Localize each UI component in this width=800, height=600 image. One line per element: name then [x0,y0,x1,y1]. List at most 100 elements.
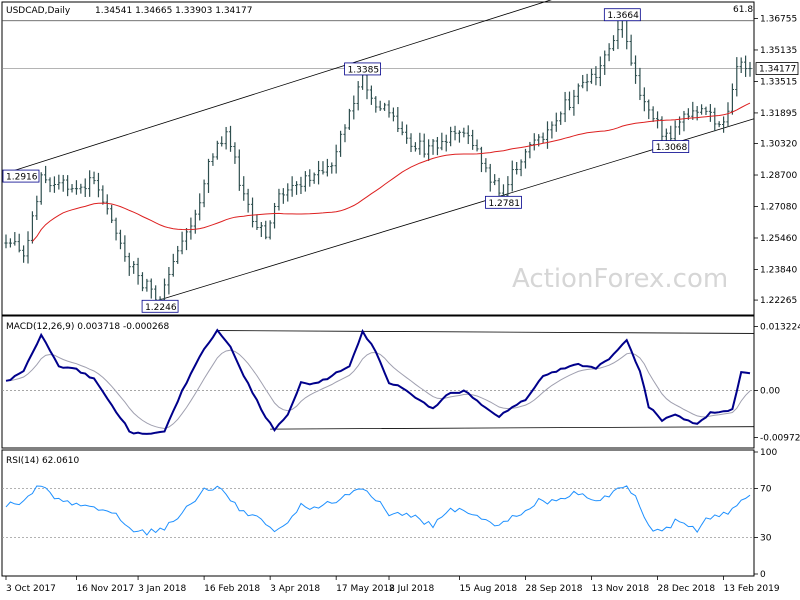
price-bar [189,217,193,240]
price-bar [475,139,479,152]
price-bar [290,176,294,197]
price-bar [303,171,307,192]
channel-upper-line [5,0,552,174]
price-bar [255,214,259,230]
price-bar [224,126,228,150]
x-tick-label: 28 Dec 2018 [658,584,716,594]
macd-axis-tick-label: 0.00 [760,386,780,396]
annotation-box [141,299,179,313]
x-tick-label: 13 Nov 2018 [592,584,650,594]
price-bar [638,67,642,101]
price-bar [176,245,180,264]
price-bar [748,61,752,77]
macd-trend-lines [217,330,755,430]
price-bar [114,217,118,241]
price-bar [202,179,206,208]
price-bar [233,142,237,164]
x-tick-label: 16 Feb 2018 [204,584,260,594]
macd-signal-line [5,349,751,430]
price-annotation: 1.3664 [603,8,641,22]
price-bar [515,162,519,175]
price-bar [691,101,695,120]
moving-average-line [32,102,751,242]
price-bar [171,253,175,277]
price-annotation: 1.2246 [141,299,179,313]
price-bar [316,160,321,185]
price-bar [462,127,466,138]
price-bar [277,188,281,211]
price-bar [391,107,396,122]
macd-trend-top [217,330,755,334]
price-bar [149,278,153,299]
price-bar [127,252,131,276]
price-bar [739,57,743,73]
price-bar [206,158,211,193]
current-price-badge [755,62,799,75]
price-bar [409,133,413,153]
price-axis-tick-label: 1.36755 [760,14,797,24]
price-bar [594,66,598,86]
date-x-axis: 3 Oct 2017 16 Nov 2017 3 Jan 2018 16 Feb 20… [5,576,780,594]
price-bar [211,153,215,166]
price-axis-tick-label: 1.27080 [760,203,797,213]
watermark: ActionForex.com [512,264,728,294]
price-bar [105,194,109,215]
price-bar [110,204,114,224]
price-bar [642,87,646,112]
price-bar [493,174,497,186]
price-annotation: 1.2781 [485,195,522,209]
price-annotations: 1.2246 1.2916 1.3385 1.2781 1.3664 1.3068 [2,8,690,313]
price-bar [374,96,378,113]
price-bar [52,176,57,193]
price-bar [74,180,79,195]
x-tick-label: 13 Feb 2019 [724,584,780,594]
price-bar [299,176,303,194]
price-bar [405,124,409,144]
price-bar [268,220,272,240]
price-bar [48,177,52,193]
price-bar [4,234,8,249]
annotation-box [603,8,641,22]
price-bar [449,126,453,147]
price-bar [607,43,611,62]
rsi-axis-tick-label: 100 [760,448,777,458]
x-tick-label: 3 Oct 2017 [6,584,56,594]
price-bar [471,129,475,150]
price-bar [457,130,462,143]
price-bar [453,125,457,141]
price-bar [576,83,580,105]
price-bar [554,112,558,132]
price-bar [669,125,673,142]
price-bar [352,95,356,120]
x-tick-label: 15 Aug 2018 [459,584,517,594]
price-bar [440,132,444,151]
price-bar [431,139,435,155]
price-bar [92,171,96,185]
price-bar [488,163,492,192]
price-bar [356,81,360,111]
price-bar [215,140,219,160]
price-axis-tick-label: 1.25460 [760,234,797,244]
price-axis-tick-label: 1.33515 [760,77,797,87]
rsi-panel-frame [1,449,755,577]
price-bar [387,100,391,118]
price-bar [30,211,35,244]
price-bar [228,125,233,152]
price-bar [338,130,343,157]
price-bar [66,175,70,197]
price-bar [559,111,563,125]
price-bar [237,149,241,191]
price-bar [708,104,712,122]
price-bar [497,177,501,198]
price-bar [603,50,607,75]
x-tick-label: 3 Apr 2018 [270,584,320,594]
price-bar [123,235,127,262]
price-bar [39,172,43,205]
price-bar [250,197,255,228]
price-bar [242,176,246,201]
price-bar [699,104,704,115]
price-bar [532,133,536,151]
macd-line [5,328,751,435]
